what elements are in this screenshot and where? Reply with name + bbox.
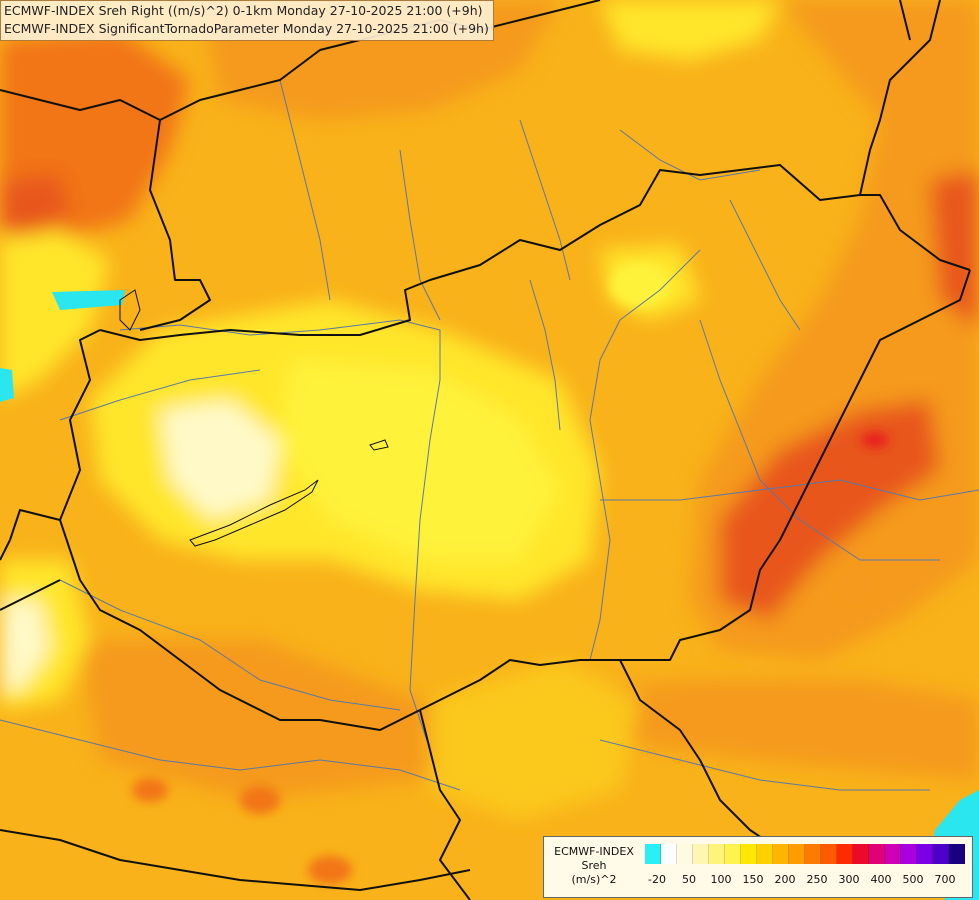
river-west-1 xyxy=(59,369,261,421)
river-drava xyxy=(59,579,401,711)
legend-variable: Sreh xyxy=(581,859,607,872)
legend-swatch xyxy=(821,844,837,864)
river-ne-1 xyxy=(729,199,801,331)
cyan-patch-far-west xyxy=(0,368,14,402)
legend-source: ECMWF-INDEX xyxy=(554,845,634,858)
lake-balaton xyxy=(189,479,319,547)
legend-swatch xyxy=(805,844,821,864)
river-sava xyxy=(0,719,461,791)
river-danube-north xyxy=(119,319,441,751)
legend-swatch xyxy=(677,844,693,864)
legend-swatch xyxy=(901,844,917,864)
legend-swatch xyxy=(741,844,757,864)
cyan-patch-west xyxy=(52,290,125,310)
legend-tick-label: -20 xyxy=(648,873,666,886)
legend-swatch xyxy=(757,844,773,864)
river-north-3 xyxy=(519,119,571,281)
cell-orange-south xyxy=(240,786,280,814)
zone-yellowish-south xyxy=(430,660,640,820)
legend-tick-label: 400 xyxy=(870,873,892,886)
border-poland-ukraine xyxy=(899,0,911,41)
legend-tick-label: 200 xyxy=(774,873,796,886)
border-slovakia-ukraine xyxy=(859,0,941,196)
legend-swatch xyxy=(645,844,661,864)
legend-color-bar xyxy=(645,844,965,864)
zone-redorange-east xyxy=(720,400,940,620)
legend-swatch xyxy=(773,844,789,864)
legend-swatch xyxy=(853,844,869,864)
zone-pale-west xyxy=(160,400,280,520)
map-title-box: ECMWF-INDEX Sreh Right ((m/s)^2) 0-1km M… xyxy=(0,0,494,41)
map-title-line2: ECMWF-INDEX SignificantTornadoParameter … xyxy=(4,21,489,36)
legend-swatch xyxy=(709,844,725,864)
river-north-2 xyxy=(399,149,441,321)
legend-swatch xyxy=(693,844,709,864)
zone-brightyellow-central xyxy=(280,360,560,560)
legend-swatch xyxy=(837,844,853,864)
legend-tick-label: 500 xyxy=(902,873,924,886)
border-austria-slovakia xyxy=(0,89,211,331)
cell-orange-se xyxy=(837,571,873,599)
legend-tick-label: 700 xyxy=(934,873,956,886)
legend-tick-label: 250 xyxy=(806,873,828,886)
map-title-line1: ECMWF-INDEX Sreh Right ((m/s)^2) 0-1km M… xyxy=(4,3,483,18)
legend-swatch xyxy=(661,844,677,864)
river-mures xyxy=(600,479,979,501)
zone-redorange-west xyxy=(0,175,70,235)
color-legend: ECMWF-INDEX Sreh (m/s)^2 -20 50 100 150 200 2… xyxy=(543,836,973,898)
legend-swatch xyxy=(933,844,949,864)
zone-redorange-ne xyxy=(930,170,979,330)
legend-tick-labels: -20 50 100 150 200 250 300 400 500 700 xyxy=(645,873,965,887)
border-slovenia xyxy=(0,539,61,611)
legend-title: ECMWF-INDEX Sreh (m/s)^2 xyxy=(544,845,644,887)
legend-tick-label: 50 xyxy=(682,873,696,886)
legend-tick-label: 100 xyxy=(710,873,732,886)
lake-west xyxy=(119,289,141,331)
border-hungary-west xyxy=(59,329,101,521)
border-bosnia xyxy=(0,829,471,891)
zone-yellow-west xyxy=(0,230,110,400)
legend-swatch xyxy=(789,844,805,864)
legend-tick-label: 150 xyxy=(742,873,764,886)
river-ne-2 xyxy=(619,129,761,181)
cell-orange-sw xyxy=(132,778,168,802)
legend-tick-label: 300 xyxy=(838,873,860,886)
border-croatia-serbia xyxy=(419,709,471,900)
border-hungary-east xyxy=(419,269,971,711)
river-central xyxy=(529,279,561,431)
river-tisza xyxy=(589,249,701,661)
zone-pale-southwest xyxy=(0,600,50,690)
legend-swatch xyxy=(869,844,885,864)
border-hungary-north xyxy=(99,164,971,341)
legend-swatch xyxy=(949,844,965,864)
zone-yellow-northeast xyxy=(600,0,780,60)
rivers xyxy=(0,79,979,791)
cell-orange-ssw xyxy=(308,856,352,884)
river-south-1 xyxy=(599,739,930,791)
sreh-small-cells xyxy=(132,263,889,884)
river-east-1 xyxy=(699,319,940,561)
river-north-1 xyxy=(279,79,331,301)
legend-swatch xyxy=(917,844,933,864)
cell-red-east xyxy=(861,432,889,448)
cell-yellow-ne xyxy=(610,263,670,307)
legend-unit: (m/s)^2 xyxy=(571,873,617,886)
lake-small-central xyxy=(369,439,389,451)
legend-swatch xyxy=(725,844,741,864)
border-romania-serbia xyxy=(619,659,781,851)
legend-swatch xyxy=(885,844,901,864)
